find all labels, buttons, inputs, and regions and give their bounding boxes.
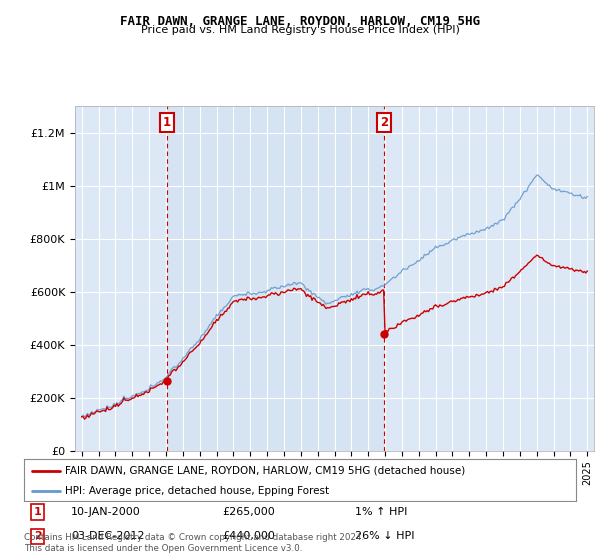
Text: 03-DEC-2012: 03-DEC-2012 [71,531,145,542]
Text: 2: 2 [380,116,388,129]
Text: 1: 1 [34,507,41,517]
Text: 10-JAN-2000: 10-JAN-2000 [71,507,140,517]
Text: Contains HM Land Registry data © Crown copyright and database right 2024.
This d: Contains HM Land Registry data © Crown c… [24,533,364,553]
Text: FAIR DAWN, GRANGE LANE, ROYDON, HARLOW, CM19 5HG (detached house): FAIR DAWN, GRANGE LANE, ROYDON, HARLOW, … [65,465,466,475]
Text: Price paid vs. HM Land Registry's House Price Index (HPI): Price paid vs. HM Land Registry's House … [140,25,460,35]
Text: 1% ↑ HPI: 1% ↑ HPI [355,507,407,517]
Text: 1: 1 [163,116,171,129]
Text: £440,000: £440,000 [223,531,275,542]
Text: £265,000: £265,000 [223,507,275,517]
Text: 2: 2 [34,531,41,542]
Bar [167,106,384,451]
Text: HPI: Average price, detached house, Epping Forest: HPI: Average price, detached house, Eppi… [65,486,329,496]
Text: 26% ↓ HPI: 26% ↓ HPI [355,531,415,542]
Text: FAIR DAWN, GRANGE LANE, ROYDON, HARLOW, CM19 5HG: FAIR DAWN, GRANGE LANE, ROYDON, HARLOW, … [120,15,480,28]
